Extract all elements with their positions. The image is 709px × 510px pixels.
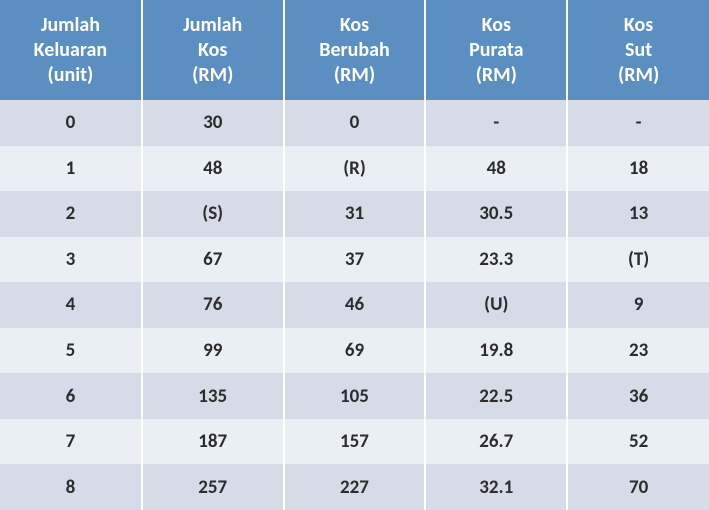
col-header-kos-purata: Kos Purata (RM) <box>425 0 567 100</box>
cell: 26.7 <box>425 419 567 465</box>
cell: 52 <box>567 419 709 465</box>
cell: 4 <box>0 282 142 328</box>
cell: 19.8 <box>425 328 567 374</box>
table-row: 1 48 (R) 48 18 <box>0 146 709 192</box>
cell: 2 <box>0 191 142 237</box>
table-row: 0 30 0 - - <box>0 100 709 146</box>
table-row: 4 76 46 (U) 9 <box>0 282 709 328</box>
cell: 187 <box>142 419 284 465</box>
header-text: (RM) <box>430 63 562 88</box>
cell: 48 <box>425 146 567 192</box>
header-text: Sut <box>572 38 705 63</box>
header-text: Purata <box>430 38 562 63</box>
cell: 257 <box>142 464 284 510</box>
cell: 70 <box>567 464 709 510</box>
cell: 30.5 <box>425 191 567 237</box>
cell: 37 <box>284 237 426 283</box>
cell: 0 <box>284 100 426 146</box>
table-row: 7 187 157 26.7 52 <box>0 419 709 465</box>
cell: (T) <box>567 237 709 283</box>
cell: 13 <box>567 191 709 237</box>
cell: 105 <box>284 373 426 419</box>
header-text: Kos <box>147 38 279 63</box>
col-header-jumlah-keluaran: Jumlah Keluaran (unit) <box>0 0 142 100</box>
cell: 48 <box>142 146 284 192</box>
cell: 9 <box>567 282 709 328</box>
col-header-jumlah-kos: Jumlah Kos (RM) <box>142 0 284 100</box>
header-text: Jumlah <box>147 13 279 38</box>
cell: 46 <box>284 282 426 328</box>
cost-table: Jumlah Keluaran (unit) Jumlah Kos (RM) K… <box>0 0 709 510</box>
cell: 76 <box>142 282 284 328</box>
header-text: Keluaran <box>4 38 137 63</box>
cell: 135 <box>142 373 284 419</box>
cell: 32.1 <box>425 464 567 510</box>
cell: 1 <box>0 146 142 192</box>
cell: 6 <box>0 373 142 419</box>
header-text: Kos <box>430 13 562 38</box>
cell: 7 <box>0 419 142 465</box>
table-row: 3 67 37 23.3 (T) <box>0 237 709 283</box>
cost-table-container: Jumlah Keluaran (unit) Jumlah Kos (RM) K… <box>0 0 709 510</box>
cell: 5 <box>0 328 142 374</box>
cell: 23 <box>567 328 709 374</box>
header-text: Kos <box>572 13 705 38</box>
cell: 30 <box>142 100 284 146</box>
table-row: 6 135 105 22.5 36 <box>0 373 709 419</box>
cell: 18 <box>567 146 709 192</box>
table-header: Jumlah Keluaran (unit) Jumlah Kos (RM) K… <box>0 0 709 100</box>
cell: 22.5 <box>425 373 567 419</box>
header-text: Berubah <box>289 38 421 63</box>
table-row: 5 99 69 19.8 23 <box>0 328 709 374</box>
header-text: (RM) <box>289 63 421 88</box>
cell: 36 <box>567 373 709 419</box>
header-row: Jumlah Keluaran (unit) Jumlah Kos (RM) K… <box>0 0 709 100</box>
cell: 157 <box>284 419 426 465</box>
cell: 0 <box>0 100 142 146</box>
table-body: 0 30 0 - - 1 48 (R) 48 18 2 (S) 31 30.5 … <box>0 100 709 510</box>
cell: 99 <box>142 328 284 374</box>
cell: 23.3 <box>425 237 567 283</box>
cell: (R) <box>284 146 426 192</box>
cell: - <box>425 100 567 146</box>
cell: (S) <box>142 191 284 237</box>
cell: 67 <box>142 237 284 283</box>
header-text: (unit) <box>4 63 137 88</box>
header-text: Jumlah <box>4 13 137 38</box>
cell: 69 <box>284 328 426 374</box>
header-text: Kos <box>289 13 421 38</box>
cell: 3 <box>0 237 142 283</box>
cell: 8 <box>0 464 142 510</box>
col-header-kos-sut: Kos Sut (RM) <box>567 0 709 100</box>
table-row: 2 (S) 31 30.5 13 <box>0 191 709 237</box>
col-header-kos-berubah: Kos Berubah (RM) <box>284 0 426 100</box>
cell: 227 <box>284 464 426 510</box>
cell: (U) <box>425 282 567 328</box>
table-row: 8 257 227 32.1 70 <box>0 464 709 510</box>
header-text: (RM) <box>572 63 705 88</box>
cell: 31 <box>284 191 426 237</box>
cell: - <box>567 100 709 146</box>
header-text: (RM) <box>147 63 279 88</box>
